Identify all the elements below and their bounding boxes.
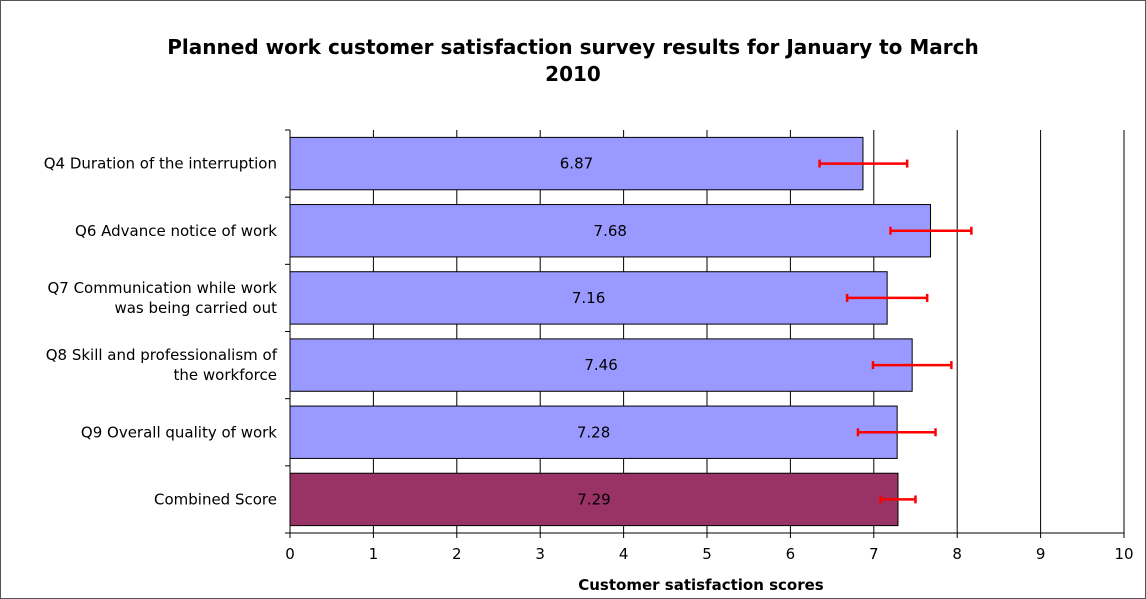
category-label-line: Combined Score [154,490,277,508]
bar [289,338,913,392]
category-label-line: the workforce [174,366,277,384]
category-label-line: Q4 Duration of the interruption [44,155,277,173]
category-label-line: Q7 Communication while work [47,279,277,297]
x-tick-label: 6 [786,545,796,563]
category-label: Q8 Skill and professionalism of the workf… [46,346,278,384]
category-label-line: Q9 Overall quality of work [81,423,277,441]
x-tick-label: 0 [285,545,295,563]
category-label: Q4 Duration of the interruption [44,155,277,173]
x-tick-label: 4 [619,545,629,563]
category-label-line: Q8 Skill and professionalism of [46,346,278,364]
data-label: 7.29 [577,490,610,508]
x-tick-label: 5 [702,545,712,563]
category-label-line: Q6 Advance notice of work [75,222,277,240]
x-axis-title: Customer satisfaction scores [578,576,824,594]
data-label: 7.46 [584,356,617,374]
data-label: 7.28 [577,423,610,441]
bar [289,405,898,459]
x-tick-label: 8 [952,545,962,563]
category-label: Q6 Advance notice of work [75,222,277,240]
category-label-line: was being carried out [114,299,277,317]
bar [289,136,864,191]
category-label: Q7 Communication while work was being car… [47,279,277,317]
bar [289,271,888,325]
data-label: 6.87 [560,155,593,173]
x-tick-label: 1 [369,545,379,563]
category-label: Q9 Overall quality of work [81,423,277,441]
data-label: 7.16 [572,289,605,307]
data-label: 7.68 [594,222,627,240]
x-tick-label: 9 [1036,545,1046,563]
x-tick-label: 7 [869,545,879,563]
category-label: Combined Score [154,490,277,508]
x-tick-label: 3 [535,545,545,563]
x-tick-label: 10 [1114,545,1133,563]
x-tick-label: 2 [452,545,462,563]
bar [289,204,932,258]
chart-title: Planned work customer satisfaction surve… [167,35,979,86]
bar [289,472,899,527]
